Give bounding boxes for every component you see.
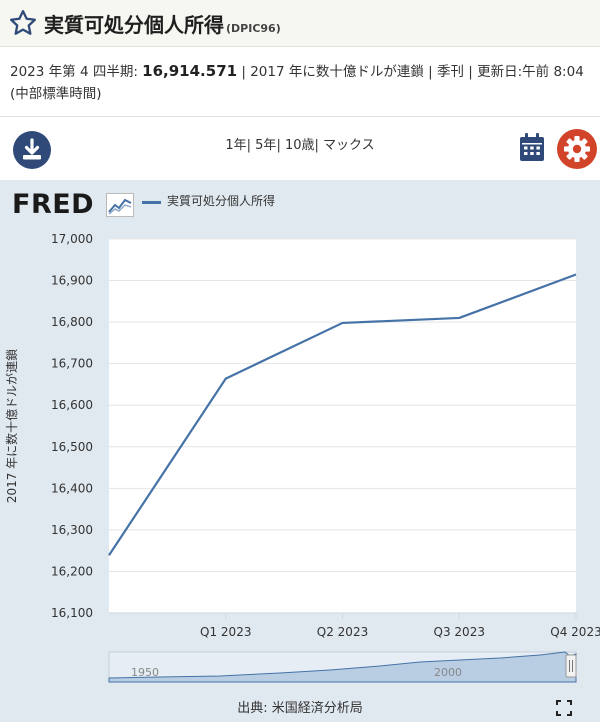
y-tick-label: 16,600 (51, 398, 93, 412)
data-point[interactable] (573, 272, 579, 278)
y-axis-label: 2017 年に数十億ドルが連鎖 (4, 349, 19, 503)
period-label: 2023 年第 4 四半期: (10, 64, 138, 80)
x-tick-label: Q2 2023 (317, 625, 368, 639)
navigator-label-2000: 2000 (434, 666, 462, 679)
latest-value: 16,914.571 (142, 62, 238, 80)
y-tick-label: 16,100 (51, 606, 93, 620)
y-tick-label: 16,800 (51, 315, 93, 329)
navigator-label-1950: 1950 (131, 666, 159, 679)
y-tick-label: 16,300 (51, 523, 93, 537)
x-tick-label: Q3 2023 (434, 625, 485, 639)
data-point[interactable] (106, 552, 112, 558)
meta-details: | 2017 年に数十億ドルが連鎖 | 季刊 | 更新日:午前 8:04 (中部… (10, 64, 584, 102)
toolbar: 1年| 5年| 10歳| マックス (0, 116, 600, 181)
navigator-handle[interactable] (565, 654, 577, 678)
range-max[interactable]: マックス (323, 138, 375, 153)
page-title: 実質可処分個人所得 (DPIC96) (44, 9, 281, 38)
fullscreen-icon[interactable] (556, 700, 572, 716)
range-selector: 1年| 5年| 10歳| マックス (225, 138, 375, 153)
range-1y[interactable]: 1年 (225, 138, 247, 153)
x-tick-label: Q1 2023 (200, 625, 251, 639)
y-tick-label: 16,400 (51, 481, 93, 495)
calendar-icon[interactable] (519, 132, 545, 162)
data-point[interactable] (456, 315, 462, 321)
legend-label: 実質可処分個人所得 (167, 194, 276, 208)
y-tick-label: 16,700 (51, 357, 93, 371)
x-tick-label: Q4 2023 (550, 625, 600, 639)
source-note: 出典: 米国経済分析局 (237, 701, 363, 716)
title-bar: 実質可処分個人所得 (DPIC96) (0, 0, 600, 47)
y-tick-label: 16,200 (51, 564, 93, 578)
y-tick-label: 16,500 (51, 440, 93, 454)
y-tick-label: 16,900 (51, 274, 93, 288)
fred-chart-icon (106, 193, 134, 217)
legend-swatch (142, 201, 161, 204)
range-5y[interactable]: 5年 (255, 138, 277, 153)
range-10y[interactable]: 10歳 (284, 138, 315, 153)
series-line[interactable] (108, 273, 577, 556)
download-button[interactable] (13, 131, 51, 169)
y-tick-label: 17,000 (51, 232, 93, 246)
fred-logo: FRED (12, 189, 95, 220)
data-point[interactable] (340, 320, 346, 326)
plot-background (109, 239, 576, 613)
data-point[interactable] (223, 376, 229, 382)
series-id: (DPIC96) (226, 22, 281, 35)
star-icon[interactable] (8, 8, 38, 38)
download-icon (23, 138, 41, 160)
series-meta: 2023 年第 4 四半期: 16,914.571 | 2017 年に数十億ドル… (10, 60, 590, 105)
series-title: 実質可処分個人所得 (44, 13, 224, 37)
gear-icon (564, 136, 590, 162)
navigator[interactable]: 1950 2000 (108, 651, 577, 683)
settings-button[interactable] (557, 129, 597, 169)
